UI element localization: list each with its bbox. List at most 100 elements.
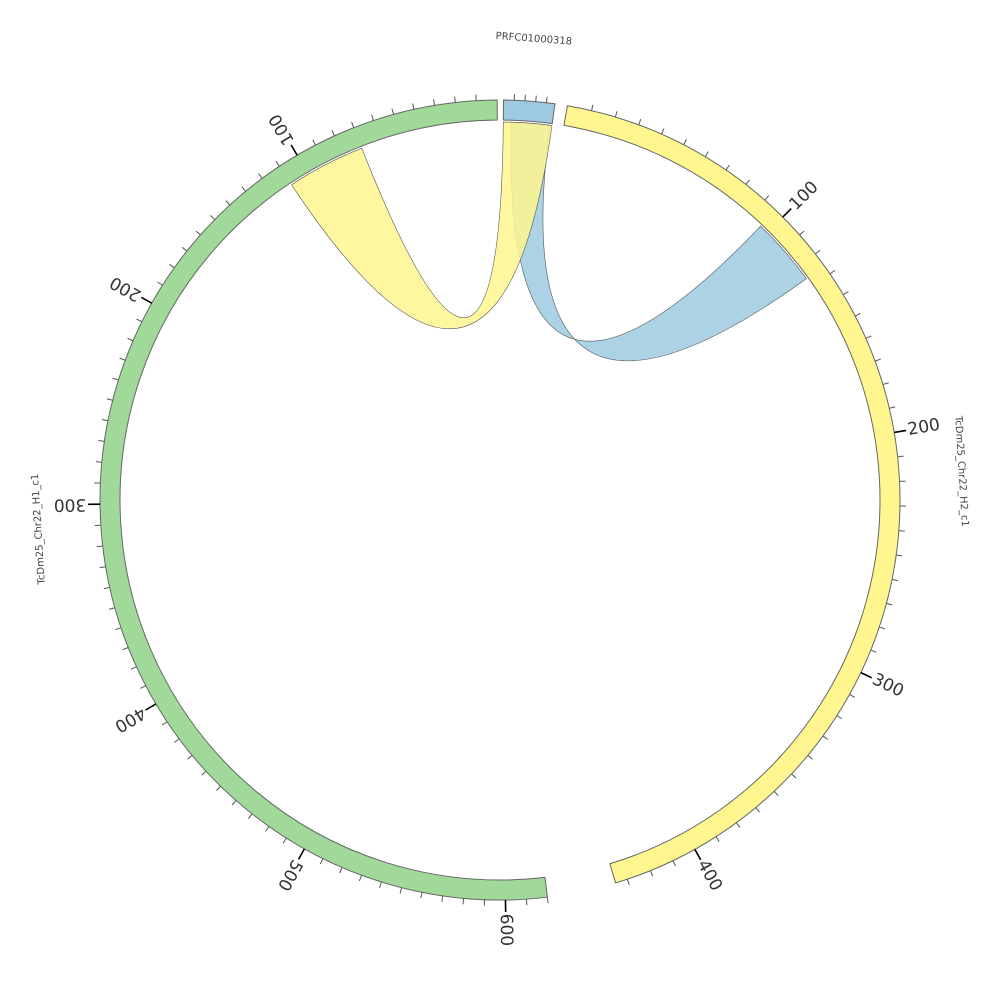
minor-tick-h1 <box>546 897 549 904</box>
major-tick-h2 <box>782 208 792 218</box>
minor-tick-h1 <box>169 263 175 269</box>
tick-label-h1: 600 <box>496 914 516 947</box>
minor-tick-h2 <box>854 312 861 317</box>
segment-h1 <box>99 99 548 901</box>
link-prfc-h1 <box>291 121 553 329</box>
minor-tick-h2 <box>614 111 618 118</box>
minor-tick-h1 <box>174 738 180 743</box>
minor-tick-h2 <box>745 179 750 185</box>
minor-tick-h2 <box>865 335 872 339</box>
minor-tick-h1 <box>412 103 415 110</box>
minor-tick-h1 <box>241 186 247 192</box>
sequence-name-h2: TcDm25_Chr22_H2_c1 <box>952 415 970 527</box>
major-tick-h1 <box>297 848 306 860</box>
minor-tick-h2 <box>896 554 903 557</box>
minor-tick-prfc <box>535 95 537 102</box>
minor-tick-h1 <box>433 99 436 106</box>
minor-tick-h1 <box>122 647 129 651</box>
minor-tick-h2 <box>822 735 829 740</box>
minor-tick-h1 <box>101 419 109 422</box>
minor-tick-h2 <box>735 822 741 828</box>
major-tick-h2 <box>894 429 907 434</box>
minor-tick-h2 <box>870 649 877 653</box>
segment-prfc <box>502 99 556 125</box>
tick-label-h1: 100 <box>265 110 299 148</box>
minor-tick-h2 <box>882 382 889 385</box>
minor-tick-h1 <box>258 173 263 179</box>
minor-tick-h1 <box>441 895 444 902</box>
link-prfc-h2 <box>510 121 807 362</box>
segments-layer <box>99 99 901 901</box>
minor-tick-h2 <box>879 626 886 630</box>
minor-tick-h1 <box>358 875 362 882</box>
minor-tick-h1 <box>312 139 317 146</box>
minor-tick-h1 <box>391 108 395 115</box>
minor-tick-h2 <box>661 128 665 135</box>
minor-tick-h2 <box>683 139 687 145</box>
minor-tick-h1 <box>225 200 231 206</box>
minor-tick-h2 <box>829 270 836 275</box>
minor-tick-h1 <box>462 898 465 905</box>
minor-tick-h1 <box>140 685 146 689</box>
minor-tick-h1 <box>127 337 134 342</box>
major-tick-h1 <box>290 144 298 156</box>
tick-label-h1: 200 <box>107 272 145 305</box>
minor-tick-h2 <box>842 291 849 296</box>
minor-tick-h2 <box>591 104 594 111</box>
minor-tick-h1 <box>231 800 237 806</box>
major-tick-h2 <box>694 848 702 861</box>
minor-tick-h2 <box>764 195 770 201</box>
minor-tick-h2 <box>889 406 896 409</box>
minor-tick-h2 <box>649 870 654 877</box>
ticks-layer <box>88 94 907 912</box>
minor-tick-h1 <box>339 867 343 874</box>
minor-tick-h1 <box>187 755 193 760</box>
minor-tick-h1 <box>119 357 126 361</box>
minor-tick-h1 <box>371 114 374 121</box>
minor-tick-h1 <box>157 281 163 286</box>
minor-tick-h1 <box>112 377 119 381</box>
minor-tick-h2 <box>849 694 856 698</box>
minor-tick-h2 <box>874 358 881 362</box>
minor-tick-h2 <box>891 578 899 582</box>
tick-label-h1: 400 <box>111 702 149 736</box>
minor-tick-h1 <box>454 96 456 103</box>
minor-tick-h1 <box>331 130 335 137</box>
minor-tick-h1 <box>96 545 103 548</box>
minor-tick-h2 <box>626 879 630 886</box>
minor-tick-h1 <box>136 318 143 323</box>
minor-tick-h1 <box>275 161 280 167</box>
minor-tick-h2 <box>755 807 760 813</box>
minor-tick-h1 <box>351 121 355 128</box>
tick-label-h2: 400 <box>693 856 726 894</box>
major-tick-h2 <box>860 671 873 679</box>
links-layer <box>291 121 807 362</box>
tick-label-h2: 300 <box>869 670 907 702</box>
minor-tick-h1 <box>265 826 270 832</box>
minor-tick-h1 <box>130 666 137 670</box>
tick-label-h2: 200 <box>906 415 941 440</box>
minor-tick-prfc <box>545 96 548 103</box>
minor-tick-h1 <box>420 892 423 899</box>
minor-tick-h2 <box>886 602 893 606</box>
minor-tick-h1 <box>195 230 201 236</box>
sequence-name-h1: TcDm25_Chr22_H1_c1 <box>30 473 48 585</box>
minor-tick-h2 <box>807 754 813 760</box>
minor-tick-h1 <box>115 627 122 631</box>
minor-tick-h1 <box>98 440 105 442</box>
major-tick-h1 <box>140 296 153 304</box>
minor-tick-h2 <box>638 119 642 125</box>
minor-tick-h2 <box>725 164 730 171</box>
minor-tick-h1 <box>106 398 113 401</box>
minor-tick-h1 <box>216 785 221 791</box>
segment-h2 <box>563 105 901 884</box>
labels-layer: PRFC01000318 100 200 300 400 TcDm25_Chr22_H2_… <box>30 31 970 946</box>
tick-label-h1: 500 <box>273 856 306 894</box>
minor-tick-h2 <box>897 455 904 458</box>
minor-tick-h1 <box>210 215 216 220</box>
minor-tick-h1 <box>99 566 106 569</box>
tick-label-h1: 300 <box>54 494 87 514</box>
minor-tick-h1 <box>379 881 382 888</box>
minor-tick-h2 <box>773 790 779 796</box>
